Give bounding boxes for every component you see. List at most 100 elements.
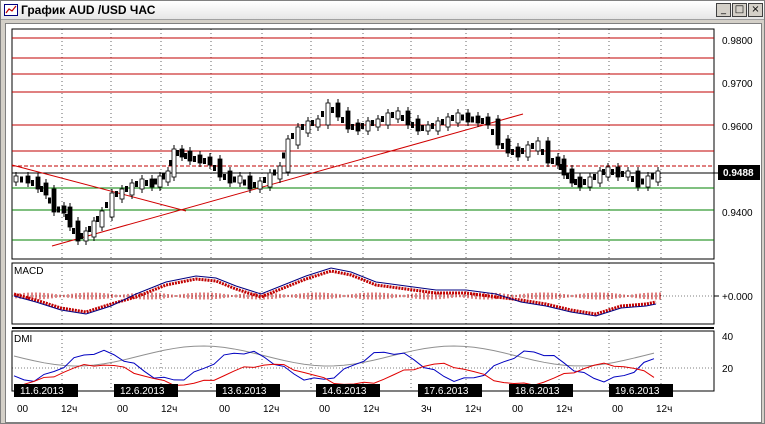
date-label: 14.6.2013 — [322, 386, 367, 397]
candle-body — [515, 146, 521, 158]
hour-label: 12ч — [263, 404, 279, 415]
candle-body — [531, 143, 534, 149]
hour-label: 00 — [319, 404, 331, 415]
candle-body — [40, 186, 43, 192]
current-price-badge — [718, 165, 760, 180]
date-badge — [14, 384, 78, 397]
candle-body — [511, 149, 514, 155]
dmi-panel: DMI 40 20 — [11, 327, 734, 392]
candle-body — [615, 166, 621, 178]
candle-body — [247, 175, 253, 190]
candle-body — [125, 186, 128, 192]
chart-svg: 0.9800 0.9700 0.9600 0.9400 0.9488 MACD … — [11, 28, 760, 415]
candle-body — [61, 205, 67, 214]
hour-label: 12ч — [656, 404, 672, 415]
date-badge — [418, 384, 482, 397]
candle-body — [381, 116, 384, 122]
candle-body — [96, 216, 99, 222]
candle-body — [621, 171, 624, 177]
candle-body — [481, 118, 484, 124]
candle-body — [162, 173, 165, 180]
candle-body — [145, 180, 148, 186]
candle-body — [491, 129, 494, 135]
candle-body — [273, 169, 276, 176]
candle-body — [243, 179, 246, 186]
dmi-label: DMI — [14, 334, 32, 345]
hour-label: 12ч — [465, 404, 481, 415]
candle-body — [651, 173, 654, 180]
candle-body — [20, 176, 23, 183]
candle-body — [171, 148, 177, 178]
candle-body — [115, 191, 118, 197]
candle-body — [561, 158, 567, 176]
candle-body — [197, 154, 203, 164]
macd-line — [13, 267, 657, 317]
candle-body — [351, 124, 354, 130]
macd-panel: MACD +0.000 — [11, 262, 753, 325]
candle-body — [587, 176, 593, 188]
candle-body — [176, 150, 179, 156]
candle-body — [465, 112, 471, 123]
candle-body — [253, 182, 256, 188]
candle-body — [315, 118, 321, 128]
macd-zero-label: +0.000 — [722, 292, 753, 303]
candle-body — [203, 158, 206, 164]
candle-body — [569, 168, 575, 184]
candle-body — [555, 156, 561, 166]
candle-body — [395, 110, 401, 120]
candle-body — [295, 126, 301, 146]
candle-body — [223, 174, 226, 180]
candle-body — [485, 116, 491, 126]
macd-histogram — [15, 292, 661, 300]
candle-body — [51, 188, 57, 213]
hour-label: 00 — [117, 404, 129, 415]
hour-label: 12ч — [161, 404, 177, 415]
candle-body — [48, 197, 51, 204]
candle-body — [611, 169, 614, 175]
candle-body — [501, 143, 504, 149]
candle-body — [431, 123, 434, 129]
maximize-button[interactable]: □ — [732, 3, 747, 17]
date-label: 19.6.2013 — [615, 386, 660, 397]
candle-body — [25, 175, 31, 184]
candle-body — [641, 178, 644, 185]
candle-body — [331, 107, 334, 113]
candle-body — [631, 176, 634, 182]
dmi-tick-label: 20 — [722, 364, 734, 375]
candle-body — [425, 124, 431, 132]
hour-label: 12ч — [556, 404, 572, 415]
candle-body — [625, 170, 631, 178]
candle-body — [88, 226, 91, 232]
candle-body — [227, 170, 233, 184]
candle-body — [67, 206, 73, 228]
close-button[interactable]: × — [748, 3, 763, 17]
hour-label: 00 — [219, 404, 231, 415]
chart-canvas[interactable]: 0.9800 0.9700 0.9600 0.9400 0.9488 MACD … — [5, 23, 762, 423]
minimize-button[interactable]: _ — [716, 3, 731, 17]
date-badge — [509, 384, 573, 397]
window-title: График AUD /USD ЧАС — [21, 3, 156, 17]
trendlines — [11, 113, 524, 247]
title-bar[interactable]: График AUD /USD ЧАС _ □ × — [1, 1, 764, 20]
candle-body — [495, 118, 501, 146]
candle-body — [35, 176, 41, 190]
dmi-plus-line — [13, 349, 655, 383]
candle-body — [566, 173, 569, 179]
date-label: 12.6.2013 — [120, 386, 165, 397]
candle-body — [187, 150, 193, 162]
candle-body — [72, 228, 75, 234]
candle-body — [645, 175, 651, 188]
candle-body — [385, 112, 391, 126]
candle-body — [355, 122, 361, 132]
candle-body — [65, 214, 68, 220]
candle-body — [325, 102, 331, 126]
candle-body — [263, 177, 266, 183]
price-tick-label: 0.9400 — [722, 208, 753, 219]
candle-body — [521, 148, 524, 154]
candle-body — [305, 120, 311, 134]
candle-body — [471, 116, 474, 123]
candle-body — [559, 164, 562, 170]
candle-body — [154, 178, 157, 185]
price-panel — [11, 28, 715, 260]
